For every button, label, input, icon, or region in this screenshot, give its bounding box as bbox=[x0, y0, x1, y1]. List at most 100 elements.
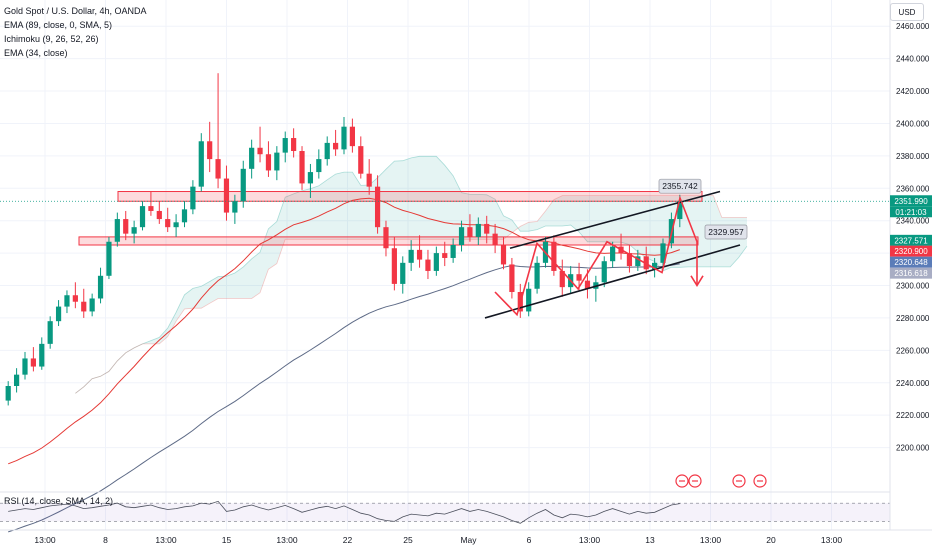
candle-body bbox=[232, 201, 238, 213]
price-tick-label: 2400.000 bbox=[896, 119, 930, 128]
candle-body bbox=[97, 275, 104, 299]
candle-body bbox=[400, 262, 406, 284]
candle-body bbox=[265, 154, 272, 171]
trend-drawings[interactable] bbox=[0, 190, 890, 319]
candle-body bbox=[72, 295, 78, 302]
candle-body bbox=[526, 288, 532, 312]
candle-body bbox=[626, 253, 633, 267]
candle-body bbox=[635, 256, 641, 267]
candle-body bbox=[114, 219, 120, 242]
senkou-span-b bbox=[75, 195, 747, 394]
candle-body bbox=[677, 201, 683, 220]
candle-body bbox=[198, 141, 204, 187]
senkou-span-a bbox=[75, 155, 748, 394]
rsi-legend[interactable]: RSI (14, close, SMA, 14, 2) bbox=[4, 496, 114, 506]
candle-body bbox=[333, 142, 339, 150]
candle-body bbox=[123, 219, 129, 234]
candle-body bbox=[341, 126, 347, 150]
candle-body bbox=[106, 241, 112, 276]
price-tick-label: 2200.000 bbox=[896, 444, 930, 453]
candle-body bbox=[374, 186, 381, 228]
price-tag-label: 2320.648 bbox=[894, 258, 928, 267]
candle-body bbox=[425, 259, 431, 271]
price-tag-bg bbox=[890, 245, 932, 257]
time-tick-label: 13:00 bbox=[155, 535, 177, 545]
price-tag-label: 2320.900 bbox=[894, 247, 928, 256]
candle-body bbox=[215, 159, 221, 179]
candle-body bbox=[559, 270, 565, 288]
candle-body bbox=[324, 142, 330, 160]
ema34-line bbox=[8, 197, 680, 465]
symbol-title[interactable]: Gold Spot / U.S. Dollar, 4h, OANDA bbox=[4, 6, 147, 16]
annotation-label: 2329.957 bbox=[708, 227, 744, 237]
candle-body bbox=[475, 223, 481, 237]
time-tick-label: 6 bbox=[527, 535, 532, 545]
candle-body bbox=[181, 209, 188, 223]
annotation-box bbox=[704, 224, 748, 240]
price-tag-bg bbox=[890, 256, 932, 268]
candle-body bbox=[500, 245, 507, 265]
time-tick-label: 13:00 bbox=[276, 535, 298, 545]
event-markers[interactable] bbox=[675, 474, 767, 488]
candle-body bbox=[165, 219, 171, 228]
ichimoku-legend[interactable]: Ichimoku (9, 26, 52, 26) bbox=[4, 34, 99, 44]
candle-body bbox=[81, 301, 87, 312]
ema89-legend[interactable]: EMA (89, close, 0, SMA, 5) bbox=[4, 20, 113, 30]
time-tick-label: 13:00 bbox=[579, 535, 601, 545]
price-tick-label: 2280.000 bbox=[896, 314, 930, 323]
price-tick-label: 2420.000 bbox=[896, 87, 930, 96]
price-annotations: 2355.742 2329.957 bbox=[658, 178, 748, 240]
candle-body bbox=[391, 248, 397, 284]
price-tick-label: 2340.000 bbox=[896, 217, 930, 226]
price-tick-label: 2460.000 bbox=[896, 22, 930, 31]
price-tick-label: 2300.000 bbox=[896, 282, 930, 291]
candle-body bbox=[89, 298, 95, 312]
candle-body bbox=[13, 374, 20, 386]
candle-body bbox=[442, 253, 448, 258]
projection-zigzag bbox=[494, 195, 698, 317]
rsi-line bbox=[8, 500, 680, 524]
candle-body bbox=[492, 233, 498, 245]
time-tick-label: 15 bbox=[222, 535, 232, 545]
ema89-line bbox=[8, 263, 680, 533]
rsi-panel[interactable]: 69.3454.6853.89 bbox=[0, 491, 932, 528]
candle-body bbox=[576, 274, 582, 281]
candle-body bbox=[601, 261, 607, 283]
time-tick-label: May bbox=[460, 535, 477, 545]
candle-body bbox=[148, 206, 154, 211]
currency-selector[interactable]: USD bbox=[890, 3, 924, 21]
time-tick-label: 22 bbox=[343, 535, 353, 545]
annotation-box bbox=[658, 178, 702, 194]
time-tick-label: 20 bbox=[766, 535, 776, 545]
candle-body bbox=[240, 168, 246, 202]
candle-body bbox=[249, 147, 255, 169]
time-tick-label: 13:00 bbox=[34, 535, 56, 545]
price-tick-label: 2220.000 bbox=[896, 411, 930, 420]
candle-body bbox=[509, 264, 515, 292]
ema34-legend[interactable]: EMA (34, close) bbox=[4, 48, 68, 58]
price-tick-label: 2380.000 bbox=[896, 152, 930, 161]
candle-body bbox=[458, 227, 465, 245]
indicator-legend[interactable]: Gold Spot / U.S. Dollar, 4h, OANDA EMA (… bbox=[4, 4, 147, 60]
candle-body bbox=[274, 152, 280, 171]
candle-body bbox=[22, 358, 28, 375]
cloud-fill bbox=[75, 156, 747, 394]
price-tag-bg bbox=[890, 195, 932, 207]
candle-body bbox=[416, 249, 423, 260]
price-tag-bg bbox=[890, 234, 932, 246]
price-tag-bg bbox=[890, 206, 932, 218]
time-axis[interactable]: 13:00 8 13:00 15 13:00 22 25 May 6 13:00 13 13:00 20… bbox=[0, 529, 932, 545]
candle-body bbox=[39, 343, 45, 367]
candle-body bbox=[207, 141, 213, 160]
candle-body bbox=[652, 262, 658, 270]
time-tick-label: 13 bbox=[645, 535, 655, 545]
rsi-band bbox=[0, 503, 890, 522]
candle-body bbox=[551, 241, 557, 271]
candle-body bbox=[47, 321, 53, 344]
candle-body bbox=[307, 172, 314, 184]
candle-body bbox=[450, 245, 456, 258]
candle-body bbox=[173, 222, 179, 228]
time-tick-label: 13:00 bbox=[700, 535, 722, 545]
candle-body bbox=[156, 210, 162, 220]
